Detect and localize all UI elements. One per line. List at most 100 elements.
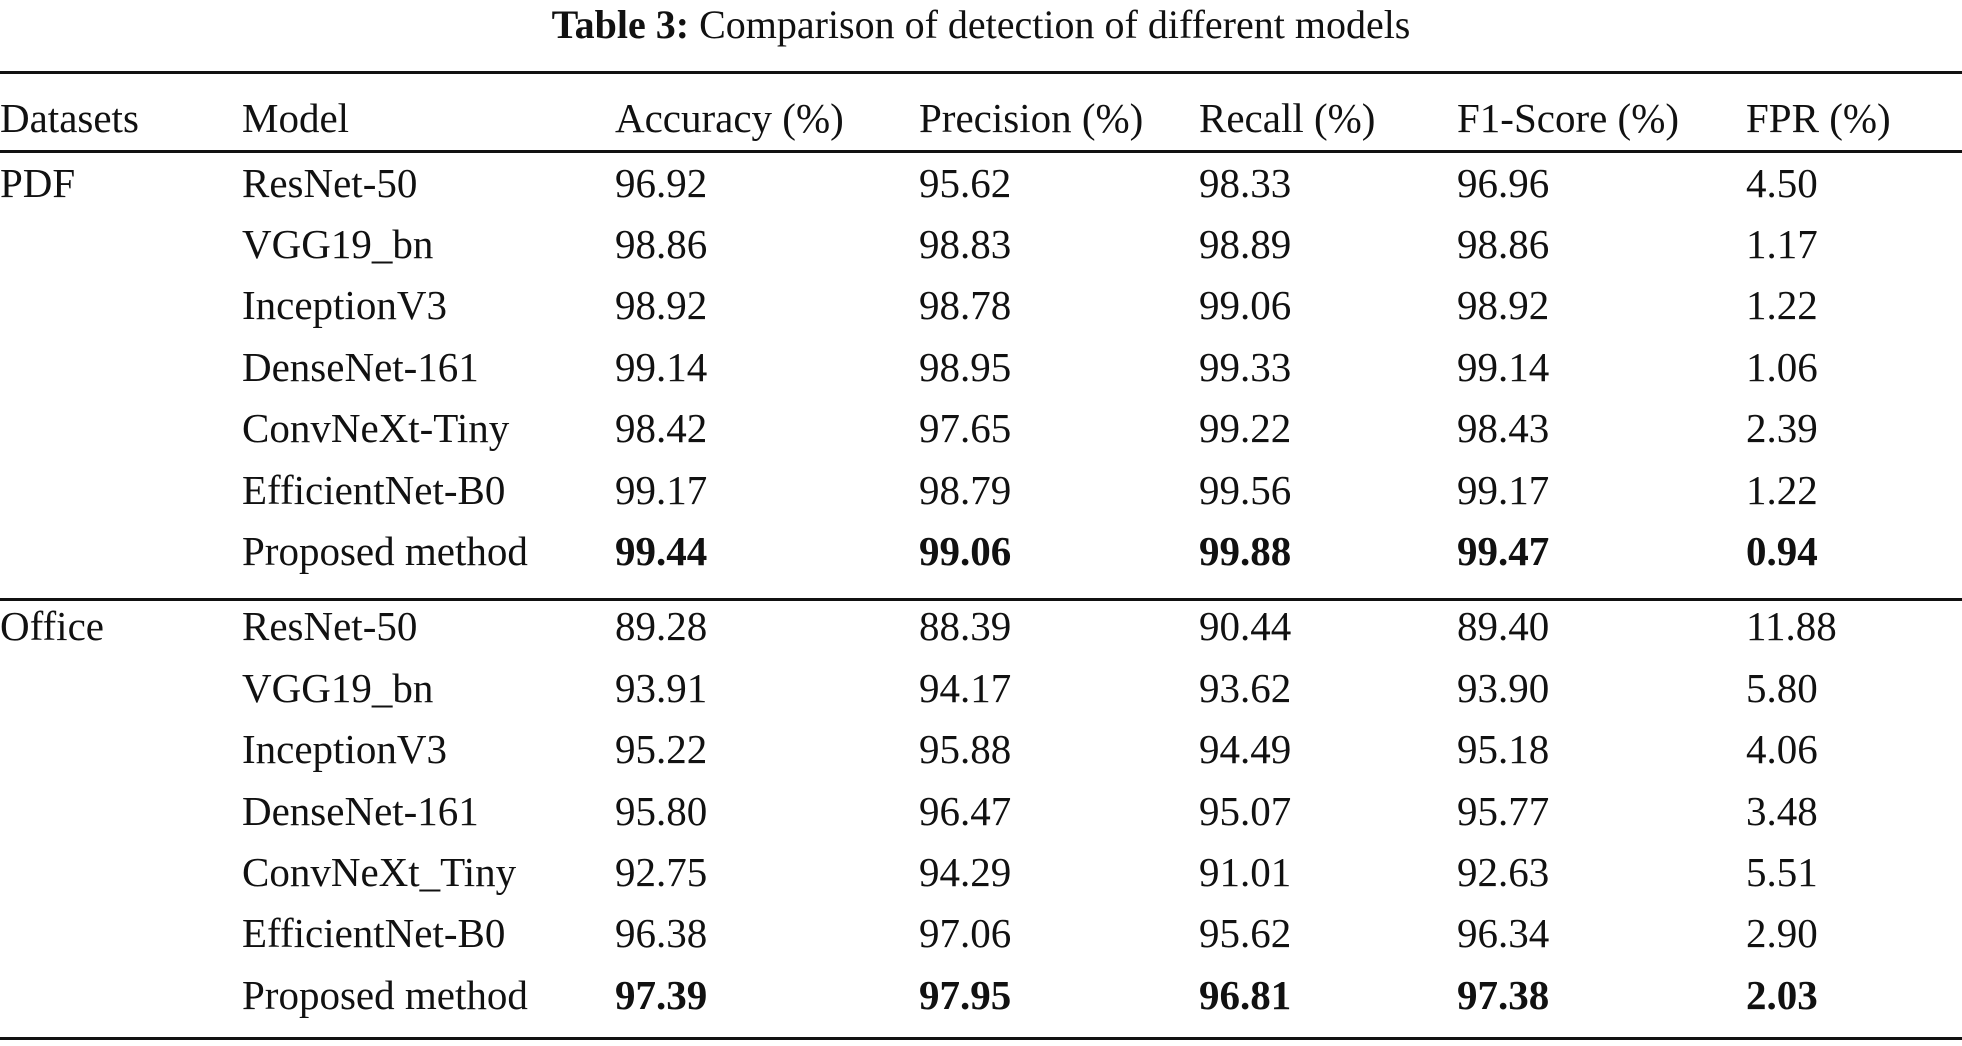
header-datasets: Datasets xyxy=(0,95,139,141)
fpr-cell: 4.50 xyxy=(1746,159,1818,206)
recall-cell: 94.49 xyxy=(1199,726,1292,773)
model-cell: Proposed method xyxy=(242,971,528,1018)
accuracy-cell: 95.22 xyxy=(615,726,708,773)
f1-cell: 99.14 xyxy=(1457,343,1550,390)
precision-cell: 94.29 xyxy=(919,848,1012,895)
accuracy-cell: 98.92 xyxy=(615,282,708,329)
precision-cell: 95.88 xyxy=(919,726,1012,773)
dataset-cell xyxy=(0,213,242,274)
model-cell: ResNet-50 xyxy=(242,159,418,206)
f1-cell: 96.34 xyxy=(1457,910,1550,957)
table-row: EfficientNet-B0 99.17 98.79 99.56 99.17 1.22 xyxy=(0,459,1962,520)
fpr-cell: 2.90 xyxy=(1746,910,1818,957)
f1-cell: 98.86 xyxy=(1457,221,1550,268)
fpr-cell: 3.48 xyxy=(1746,787,1818,834)
table-row: DenseNet-161 95.80 96.47 95.07 95.77 3.48 xyxy=(0,780,1962,841)
recall-cell: 99.88 xyxy=(1199,528,1292,575)
model-cell: ConvNeXt-Tiny xyxy=(242,405,510,452)
model-cell: Proposed method xyxy=(242,528,528,575)
precision-cell: 88.39 xyxy=(919,603,1012,650)
accuracy-cell: 95.80 xyxy=(615,787,708,834)
table-body: PDF ResNet-50 96.92 95.62 98.33 96.96 4.50 VGG1… xyxy=(0,152,1962,1025)
fpr-cell: 1.22 xyxy=(1746,282,1818,329)
precision-cell: 96.47 xyxy=(919,787,1012,834)
table-row: VGG19_bn 93.91 94.17 93.62 93.90 5.80 xyxy=(0,657,1962,718)
precision-cell: 97.65 xyxy=(919,405,1012,452)
table-row: ConvNeXt-Tiny 98.42 97.65 99.22 98.43 2.39 xyxy=(0,398,1962,459)
recall-cell: 90.44 xyxy=(1199,603,1292,650)
model-cell: EfficientNet-B0 xyxy=(242,466,506,513)
header-model: Model xyxy=(242,95,350,141)
accuracy-cell: 97.39 xyxy=(615,971,708,1018)
dataset-cell xyxy=(0,520,242,581)
dataset-cell xyxy=(0,719,242,780)
fpr-cell: 1.06 xyxy=(1746,343,1818,390)
model-cell: VGG19_bn xyxy=(242,664,434,711)
table-row: ConvNeXt_Tiny 92.75 94.29 91.01 92.63 5.51 xyxy=(0,841,1962,902)
f1-cell: 99.17 xyxy=(1457,466,1550,513)
precision-cell: 98.79 xyxy=(919,466,1012,513)
model-cell: ConvNeXt_Tiny xyxy=(242,848,517,895)
accuracy-cell: 98.42 xyxy=(615,405,708,452)
dataset-cell xyxy=(0,336,242,397)
table-row: Proposed method 97.39 97.95 96.81 97.38 2.03 xyxy=(0,964,1962,1025)
accuracy-cell: 96.92 xyxy=(615,159,708,206)
model-cell: DenseNet-161 xyxy=(242,343,479,390)
accuracy-cell: 98.86 xyxy=(615,221,708,268)
recall-cell: 95.62 xyxy=(1199,910,1292,957)
recall-cell: 98.89 xyxy=(1199,221,1292,268)
recall-cell: 93.62 xyxy=(1199,664,1292,711)
group-separator-rule xyxy=(0,598,1962,601)
header-recall: Recall (%) xyxy=(1199,95,1376,141)
table-row: VGG19_bn 98.86 98.83 98.89 98.86 1.17 xyxy=(0,213,1962,274)
f1-cell: 93.90 xyxy=(1457,664,1550,711)
model-cell: ResNet-50 xyxy=(242,603,418,650)
dataset-cell xyxy=(0,903,242,964)
precision-cell: 98.78 xyxy=(919,282,1012,329)
recall-cell: 99.06 xyxy=(1199,282,1292,329)
model-cell: InceptionV3 xyxy=(242,282,447,329)
bottom-rule xyxy=(0,1037,1962,1040)
recall-cell: 98.33 xyxy=(1199,159,1292,206)
fpr-cell: 2.03 xyxy=(1746,971,1818,1018)
precision-cell: 97.95 xyxy=(919,971,1012,1018)
recall-cell: 91.01 xyxy=(1199,848,1292,895)
table-caption: Table 3: Comparison of detection of diff… xyxy=(0,0,1962,50)
results-table: Datasets Model Accuracy (%) Precision (%… xyxy=(0,84,1962,1025)
dataset-cell xyxy=(0,459,242,520)
group-spacer xyxy=(0,582,1962,596)
precision-cell: 98.83 xyxy=(919,221,1012,268)
f1-cell: 92.63 xyxy=(1457,848,1550,895)
dataset-cell xyxy=(0,657,242,718)
table-row: EfficientNet-B0 96.38 97.06 95.62 96.34 2.90 xyxy=(0,903,1962,964)
precision-cell: 99.06 xyxy=(919,528,1012,575)
model-cell: DenseNet-161 xyxy=(242,787,479,834)
f1-cell: 95.18 xyxy=(1457,726,1550,773)
f1-cell: 96.96 xyxy=(1457,159,1550,206)
fpr-cell: 1.17 xyxy=(1746,221,1818,268)
fpr-cell: 5.51 xyxy=(1746,848,1818,895)
recall-cell: 99.33 xyxy=(1199,343,1292,390)
precision-cell: 95.62 xyxy=(919,159,1012,206)
accuracy-cell: 99.14 xyxy=(615,343,708,390)
recall-cell: 96.81 xyxy=(1199,971,1292,1018)
table-caption-label: Table 3: xyxy=(551,2,690,47)
fpr-cell: 0.94 xyxy=(1746,528,1818,575)
accuracy-cell: 99.44 xyxy=(615,528,708,575)
dataset-cell: Office xyxy=(0,603,104,650)
header-f1-score: F1-Score (%) xyxy=(1457,95,1680,141)
table-row: Proposed method 99.44 99.06 99.88 99.47 0.94 xyxy=(0,520,1962,581)
precision-cell: 94.17 xyxy=(919,664,1012,711)
fpr-cell: 11.88 xyxy=(1746,603,1837,650)
header-accuracy: Accuracy (%) xyxy=(615,95,844,141)
dataset-cell: PDF xyxy=(0,159,76,206)
fpr-cell: 5.80 xyxy=(1746,664,1818,711)
fpr-cell: 4.06 xyxy=(1746,726,1818,773)
recall-cell: 95.07 xyxy=(1199,787,1292,834)
f1-cell: 95.77 xyxy=(1457,787,1550,834)
table-caption-text: Comparison of detection of different mod… xyxy=(699,2,1411,47)
recall-cell: 99.56 xyxy=(1199,466,1292,513)
precision-cell: 98.95 xyxy=(919,343,1012,390)
top-rule xyxy=(0,71,1962,74)
precision-cell: 97.06 xyxy=(919,910,1012,957)
